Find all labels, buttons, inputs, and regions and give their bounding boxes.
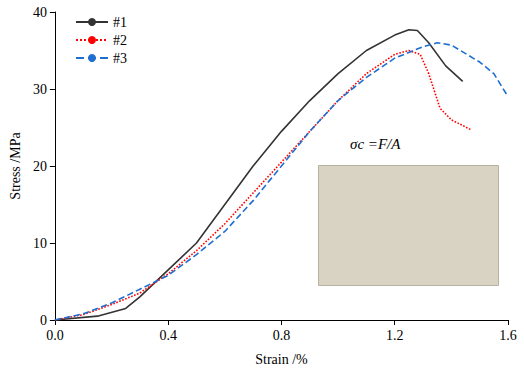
svg-text:#3: #3	[113, 51, 127, 66]
svg-text:0.0: 0.0	[46, 328, 64, 343]
svg-text:Stress /MPa: Stress /MPa	[8, 132, 23, 200]
svg-text:0.4: 0.4	[159, 328, 177, 343]
svg-text:1.2: 1.2	[386, 328, 404, 343]
svg-text:40: 40	[33, 5, 47, 20]
svg-text:0.8: 0.8	[273, 328, 291, 343]
svg-text:30: 30	[33, 82, 47, 97]
svg-text:20: 20	[33, 159, 47, 174]
svg-text:10: 10	[33, 236, 47, 251]
svg-text:Strain /%: Strain /%	[255, 352, 308, 367]
svg-text:#2: #2	[113, 33, 127, 48]
svg-text:σc =F/A: σc =F/A	[350, 136, 401, 152]
svg-text:1.6: 1.6	[499, 328, 517, 343]
svg-text:0: 0	[40, 313, 47, 328]
svg-text:#1: #1	[113, 15, 127, 30]
